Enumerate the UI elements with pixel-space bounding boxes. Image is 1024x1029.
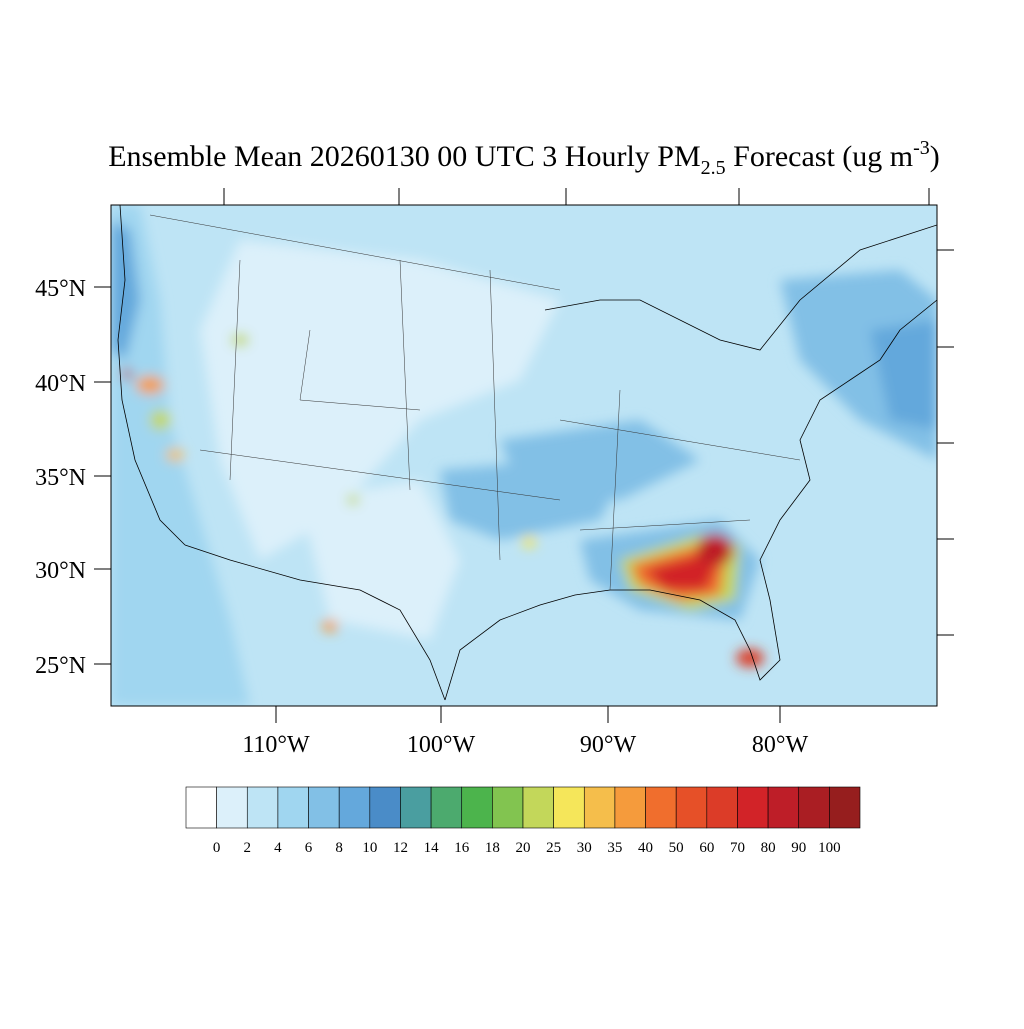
colorbar-box	[492, 786, 524, 829]
colorbar-box	[767, 786, 800, 829]
title-middle: Forecast (ug m	[726, 140, 913, 173]
state-borders	[149, 214, 801, 591]
colorbar-label: 12	[393, 840, 408, 856]
colorbar-label: 4	[274, 840, 282, 856]
colorbar-box	[583, 786, 616, 829]
concentration-shading	[111, 205, 937, 706]
colorbar-box	[246, 786, 279, 829]
colorbar-label: 18	[485, 840, 500, 856]
colorbar-label: 8	[335, 840, 343, 856]
colorbar-label: 6	[305, 840, 313, 856]
colorbar-label: 16	[454, 840, 470, 856]
colorbar-box	[706, 786, 738, 829]
colorbar-label: 35	[607, 840, 622, 856]
colorbar-label: 0	[213, 840, 221, 856]
colorbar-box	[829, 786, 861, 829]
lat-label: 35°N	[35, 465, 86, 491]
colorbar-box	[369, 786, 401, 829]
lat-label: 25°N	[35, 653, 86, 679]
colorbar-box	[430, 786, 463, 829]
colorbar-box	[216, 786, 248, 829]
title-sub: 2.5	[701, 157, 726, 179]
colorbar-box	[338, 786, 371, 829]
colorbar-label: 10	[362, 840, 377, 856]
colorbar-box	[553, 786, 585, 829]
colorbar-label: 60	[699, 840, 714, 856]
colorbar-box	[308, 786, 340, 829]
colorbar-label: 14	[424, 840, 440, 856]
colorbar-box	[400, 786, 432, 829]
colorbar-box	[185, 786, 217, 829]
colorbar: 0 2 4 6 8 10 12 14 16 18 20 25 30 35 40 50 60 70 80 90 100	[185, 786, 861, 856]
lat-label: 30°N	[35, 558, 86, 584]
map-field	[111, 205, 937, 706]
colorbar-box	[614, 786, 646, 829]
colorbar-label: 100	[818, 840, 841, 856]
lon-label: 80°W	[752, 732, 809, 758]
colorbar-label: 30	[577, 840, 592, 856]
colorbar-box	[675, 786, 708, 829]
colorbar-label: 40	[638, 840, 653, 856]
colorbar-box	[737, 786, 769, 829]
lon-label: 90°W	[580, 732, 637, 758]
coastlines	[117, 205, 937, 701]
lat-label: 45°N	[35, 276, 86, 302]
colorbar-label: 70	[730, 840, 745, 856]
colorbar-label: 90	[791, 840, 806, 856]
colorbar-label: 2	[244, 840, 252, 856]
colorbar-box	[645, 786, 677, 829]
lat-label: 40°N	[35, 371, 86, 397]
map-axes: 45°N 40°N 35°N 30°N 25°N 110°W 100°W 90°W 80°W	[35, 188, 954, 758]
title-end: )	[930, 140, 940, 173]
title-main: Ensemble Mean 20260130 00 UTC 3 Hourly P…	[108, 140, 700, 173]
colorbar-box	[798, 786, 830, 829]
colorbar-label: 80	[761, 840, 776, 856]
colorbar-label: 20	[516, 840, 531, 856]
colorbar-box	[277, 786, 309, 829]
colorbar-box	[522, 786, 554, 829]
map-frame	[110, 204, 938, 707]
colorbar-box	[461, 786, 493, 829]
colorbar-label: 25	[546, 840, 561, 856]
title-sup: -3	[913, 137, 930, 159]
lon-label: 100°W	[407, 732, 476, 758]
lon-label: 110°W	[242, 732, 310, 758]
title: Ensemble Mean 20260130 00 UTC 3 Hourly P…	[108, 137, 940, 179]
colorbar-label: 50	[669, 840, 684, 856]
